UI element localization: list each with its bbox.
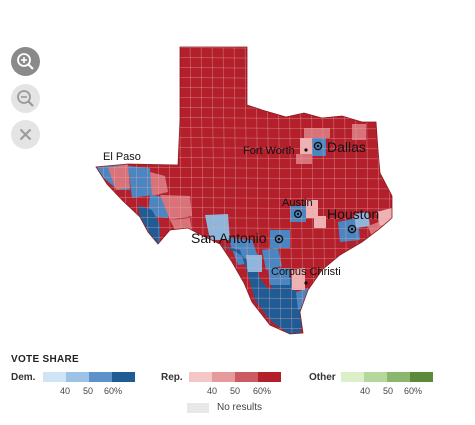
- legend-swatch: [341, 372, 364, 382]
- city-label-corpus-christi: Corpus Christi: [271, 266, 341, 278]
- legend-no-results: No results: [187, 402, 262, 413]
- legend-swatch: [43, 372, 66, 382]
- legend-swatch: [189, 372, 212, 382]
- city-markers: El Paso Fort Worth Dallas Austin Houston…: [103, 139, 379, 285]
- close-icon: [19, 128, 32, 141]
- legend-title: VOTE SHARE: [11, 354, 80, 365]
- city-label-dallas: Dallas: [327, 139, 366, 155]
- city-label-austin: Austin: [282, 197, 313, 209]
- san-antonio-marker: [274, 234, 284, 244]
- legend-rep-label: Rep.: [161, 372, 183, 383]
- legend-swatch: [258, 372, 281, 382]
- legend-swatch: [364, 372, 387, 382]
- legend-swatch: [410, 372, 433, 382]
- legend-swatch: [112, 372, 135, 382]
- reset-button[interactable]: [11, 120, 40, 149]
- legend-swatch: [89, 372, 112, 382]
- city-label-houston: Houston: [327, 206, 379, 222]
- legend-swatch: [387, 372, 410, 382]
- no-results-label: No results: [217, 402, 263, 413]
- legend-other-swatches: [341, 372, 433, 382]
- austin-marker: [293, 209, 303, 219]
- houston-marker: [347, 224, 357, 234]
- city-label-san-antonio: San Antonio: [191, 230, 267, 246]
- city-label-fort-worth: Fort Worth: [243, 145, 295, 157]
- dallas-marker: [313, 141, 323, 151]
- no-results-swatch: [187, 402, 209, 413]
- fort-worth-marker: [304, 148, 308, 152]
- texas-county-map[interactable]: El Paso Fort Worth Dallas Austin Houston…: [0, 0, 475, 345]
- city-label-el-paso: El Paso: [103, 151, 141, 163]
- legend-dem-label: Dem.: [11, 372, 36, 383]
- zoom-out-icon: [17, 90, 34, 107]
- county-fills: [96, 47, 392, 334]
- legend-swatch: [212, 372, 235, 382]
- legend-other-label: Other: [309, 372, 336, 383]
- legend-rep-swatches: [189, 372, 281, 382]
- legend-swatch: [235, 372, 258, 382]
- legend-swatch: [66, 372, 89, 382]
- zoom-out-button[interactable]: [11, 84, 40, 113]
- corpus-christi-marker: [304, 281, 308, 285]
- zoom-in-icon: [17, 53, 34, 70]
- zoom-in-button[interactable]: [11, 47, 40, 76]
- legend-dem-swatches: [43, 372, 135, 382]
